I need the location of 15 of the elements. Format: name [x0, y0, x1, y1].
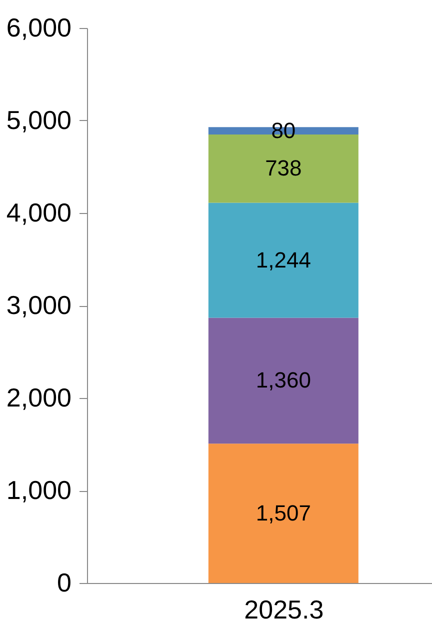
y-tick-label: 6,000: [6, 12, 72, 42]
y-tick-label: 3,000: [6, 290, 72, 320]
bar: [208, 202, 358, 318]
y-tick-label: 5,000: [6, 105, 72, 135]
bar: [208, 444, 358, 583]
bar: [208, 318, 358, 444]
y-tick-label: 4,000: [6, 198, 72, 228]
data-label: 1,360: [256, 368, 311, 393]
y-tick-label: 1,000: [6, 475, 72, 505]
data-label: 1,244: [256, 247, 311, 272]
data-label: 1,507: [256, 500, 311, 526]
x-tick-label: 2025.3: [244, 594, 324, 624]
y-tick-label: 2,000: [6, 382, 72, 412]
y-tick-label: 0: [57, 568, 72, 598]
data-label: 738: [265, 156, 302, 181]
